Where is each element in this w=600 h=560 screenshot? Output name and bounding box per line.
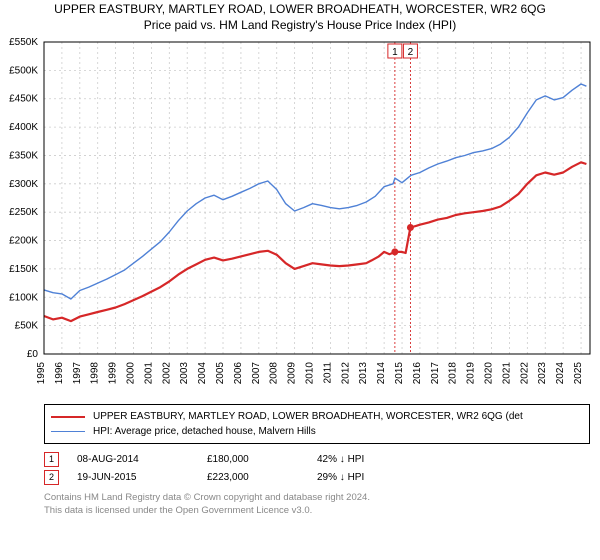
svg-text:2010: 2010 (305, 362, 316, 385)
address-title: UPPER EASTBURY, MARTLEY ROAD, LOWER BROA… (10, 2, 590, 16)
svg-text:£0: £0 (27, 349, 39, 360)
sale-marker: 2 (44, 470, 59, 485)
svg-text:2020: 2020 (484, 362, 495, 385)
svg-text:2: 2 (408, 47, 414, 58)
svg-text:£450K: £450K (9, 94, 38, 105)
legend-item: UPPER EASTBURY, MARTLEY ROAD, LOWER BROA… (51, 409, 583, 424)
attribution-footer: Contains HM Land Registry data © Crown c… (44, 492, 590, 518)
sale-price: £180,000 (207, 454, 317, 465)
sale-date: 19-JUN-2015 (77, 472, 207, 483)
sale-date: 08-AUG-2014 (77, 454, 207, 465)
svg-text:1997: 1997 (72, 362, 83, 385)
svg-text:2021: 2021 (501, 362, 512, 385)
svg-text:1995: 1995 (36, 362, 47, 385)
svg-text:2023: 2023 (537, 362, 548, 385)
svg-text:2017: 2017 (430, 362, 441, 385)
svg-text:2011: 2011 (322, 362, 333, 384)
svg-text:2002: 2002 (161, 362, 172, 385)
legend-label: HPI: Average price, detached house, Malv… (93, 426, 316, 437)
svg-text:1: 1 (392, 47, 398, 58)
sale-row: 1 08-AUG-2014£180,00042% ↓ HPI (44, 450, 590, 468)
svg-text:2001: 2001 (143, 362, 154, 385)
sale-marker: 1 (44, 452, 59, 467)
svg-text:£100K: £100K (9, 292, 38, 303)
chart-container: UPPER EASTBURY, MARTLEY ROAD, LOWER BROA… (0, 0, 600, 518)
svg-text:£350K: £350K (9, 150, 38, 161)
svg-text:2013: 2013 (358, 362, 369, 385)
svg-text:2005: 2005 (215, 362, 226, 385)
svg-text:£500K: £500K (9, 65, 38, 76)
svg-text:2019: 2019 (466, 362, 477, 385)
sale-price: £223,000 (207, 472, 317, 483)
svg-text:2012: 2012 (340, 362, 351, 385)
svg-text:2022: 2022 (519, 362, 530, 385)
legend-item: HPI: Average price, detached house, Malv… (51, 424, 583, 439)
svg-text:2006: 2006 (233, 362, 244, 385)
subtitle: Price paid vs. HM Land Registry's House … (10, 18, 590, 32)
svg-text:2024: 2024 (555, 362, 566, 385)
sale-row: 2 19-JUN-2015£223,00029% ↓ HPI (44, 468, 590, 486)
sales-list: 1 08-AUG-2014£180,00042% ↓ HPI 2 19-JUN-201… (44, 450, 590, 486)
svg-text:1998: 1998 (90, 362, 101, 385)
chart: £0 £50K £100K £150K £200K £250K £300K £350K £400… (0, 36, 600, 396)
chart-svg: £0 £50K £100K £150K £200K £250K £300K £350K £400… (0, 36, 600, 396)
legend-swatch (51, 431, 85, 432)
svg-text:£250K: £250K (9, 207, 38, 218)
sale-delta: 42% ↓ HPI (317, 454, 437, 465)
svg-text:1999: 1999 (108, 362, 119, 385)
svg-text:2016: 2016 (412, 362, 423, 385)
svg-text:2025: 2025 (573, 362, 584, 385)
titles: UPPER EASTBURY, MARTLEY ROAD, LOWER BROA… (0, 0, 600, 36)
svg-text:2009: 2009 (287, 362, 298, 385)
footer-line-1: Contains HM Land Registry data © Crown c… (44, 492, 590, 505)
legend: UPPER EASTBURY, MARTLEY ROAD, LOWER BROA… (44, 404, 590, 444)
svg-text:2003: 2003 (179, 362, 190, 385)
svg-text:2018: 2018 (448, 362, 459, 385)
svg-text:2014: 2014 (376, 362, 387, 385)
footer-line-2: This data is licensed under the Open Gov… (44, 505, 590, 518)
svg-text:£150K: £150K (9, 264, 38, 275)
svg-text:2015: 2015 (394, 362, 405, 385)
legend-swatch (51, 416, 85, 418)
svg-text:1996: 1996 (54, 362, 65, 385)
svg-text:2004: 2004 (197, 362, 208, 385)
svg-text:£200K: £200K (9, 236, 38, 247)
svg-text:£400K: £400K (9, 122, 38, 133)
legend-label: UPPER EASTBURY, MARTLEY ROAD, LOWER BROA… (93, 411, 523, 422)
svg-text:2007: 2007 (251, 362, 262, 385)
svg-text:£300K: £300K (9, 179, 38, 190)
svg-text:£550K: £550K (9, 37, 38, 48)
svg-text:2000: 2000 (126, 362, 137, 385)
svg-text:2008: 2008 (269, 362, 280, 385)
svg-text:£50K: £50K (15, 321, 39, 332)
sale-delta: 29% ↓ HPI (317, 472, 437, 483)
